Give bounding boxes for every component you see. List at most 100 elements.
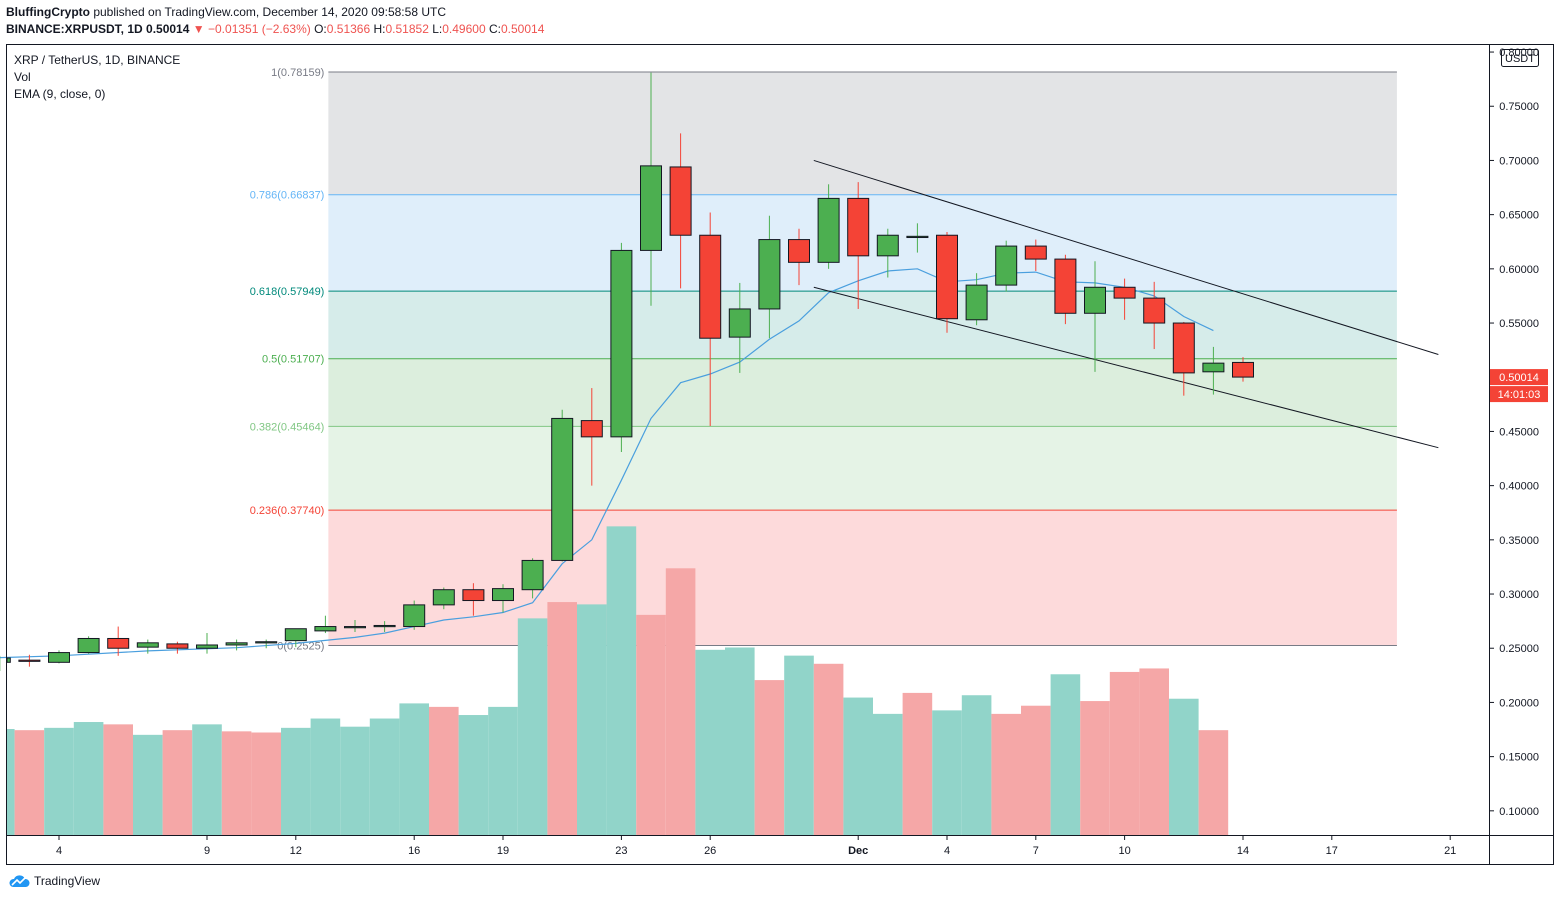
candle [1202, 346, 1225, 395]
candle-body [344, 626, 366, 629]
candle [1143, 281, 1166, 350]
volume-bar [902, 692, 933, 835]
time-tick-label: 16 [408, 845, 420, 857]
trend-line [813, 159, 1439, 355]
symbol-ohlc-line: BINANCE:XRPUSDT, 1D 0.50014 ▼ −0.01351 (… [6, 22, 544, 36]
candle [107, 626, 130, 656]
candle [995, 240, 1018, 292]
time-tick-label: 10 [1118, 845, 1130, 857]
candle [817, 184, 840, 269]
candle [1113, 278, 1136, 320]
volume-bar [103, 724, 133, 835]
candle [403, 600, 426, 630]
candle [225, 639, 248, 651]
volume-bar [725, 647, 755, 835]
fib-level-label: 0.5(0.51707) [262, 354, 324, 366]
candle [77, 636, 100, 654]
volume-bar [369, 718, 400, 835]
tradingview-logo[interactable]: TradingView [8, 874, 100, 888]
volume-bar [1139, 668, 1169, 835]
candle [1172, 321, 1195, 396]
candle-body [492, 588, 514, 602]
volume-bar [961, 695, 992, 835]
candle-body [255, 641, 278, 644]
candle [758, 215, 781, 339]
legend-ema[interactable]: EMA (9, close, 0) [14, 87, 106, 101]
candle-body [284, 628, 307, 642]
fib-retracement[interactable]: 1(0.78159) 0.786(0.66837) 0.618(0.57949) 0.… [250, 67, 1397, 653]
candle-body [1084, 286, 1106, 314]
volume-bar [577, 604, 607, 835]
candle [18, 654, 41, 667]
candle-body [1202, 362, 1225, 373]
candle [48, 650, 70, 664]
candle [640, 72, 662, 306]
fib-level-label: 0.786(0.66837) [250, 190, 325, 202]
volume-bar [991, 713, 1021, 835]
fib-level-label: 0.618(0.57949) [250, 286, 325, 298]
candle [1054, 254, 1077, 325]
time-tick-label: 4 [56, 845, 62, 857]
price-tick-label: 0.35000 [1499, 535, 1539, 547]
volume-bar [340, 726, 370, 835]
close-label: C: [488, 22, 501, 36]
candle [136, 639, 159, 654]
countdown-badge-label: 14:01:03 [1498, 389, 1541, 401]
price-change: −0.01351 (−2.63%) [208, 22, 311, 36]
candle-body [788, 239, 810, 263]
symbol-line: BINANCE:XRPUSDT, 1D [6, 22, 143, 36]
candle-body [580, 420, 603, 438]
candle [728, 282, 751, 373]
price-tick-label: 0.25000 [1499, 643, 1539, 655]
candle [255, 639, 278, 649]
volume-bar [1109, 671, 1140, 835]
volume-bar [636, 614, 666, 835]
price-tick-label: 0.15000 [1499, 752, 1539, 764]
legend-title[interactable]: XRP / TetherUS, 1D, BINANCE [14, 53, 181, 67]
low-value: 0.49600 [442, 22, 486, 36]
candle [580, 388, 603, 486]
candle-body [166, 643, 189, 649]
trend-line [813, 286, 1439, 449]
price-tick-label: 0.40000 [1499, 481, 1539, 493]
volume-bar [813, 663, 844, 835]
candle [906, 223, 929, 253]
price-tick-label: 0.30000 [1499, 589, 1539, 601]
time-axis[interactable]: 4 9 12 16 19 23 26 Dec 4 7 10 14 17 21 [56, 835, 1456, 857]
author-name[interactable]: BluffingCrypto [6, 5, 90, 19]
candle [1084, 261, 1106, 372]
volume-bar [73, 722, 104, 835]
fib-zone [328, 510, 1397, 646]
fib-level-label: 1(0.78159) [271, 67, 324, 79]
time-tick-label: 19 [497, 845, 509, 857]
currency-box [1501, 49, 1539, 67]
last-price-badge-label: 0.50014 [1499, 372, 1539, 384]
candles[interactable] [0, 72, 1254, 671]
trend-channel[interactable] [813, 159, 1439, 449]
time-tick-label: Dec [848, 845, 868, 857]
candle-body [6, 657, 11, 663]
candle-body [906, 235, 929, 239]
candle-body [48, 652, 70, 663]
price-tick-label: 0.60000 [1499, 264, 1539, 276]
volume-bar [843, 697, 873, 835]
candle [551, 409, 574, 562]
candle [462, 583, 485, 616]
last-price-badge [1490, 369, 1548, 386]
volume-bar [44, 727, 74, 835]
price-tick-label: 0.75000 [1499, 101, 1539, 113]
time-tick-label: 14 [1237, 845, 1249, 857]
candle [314, 615, 337, 634]
candle-body [18, 659, 41, 662]
volume-bar [606, 526, 637, 835]
candle [788, 228, 810, 286]
price-tick-label: 0.65000 [1499, 210, 1539, 222]
volume-bar [251, 732, 281, 835]
open-label: O: [314, 22, 327, 36]
candle-body [1172, 322, 1195, 374]
candle-body [225, 642, 248, 646]
legend-vol[interactable]: Vol [14, 70, 31, 84]
time-tick-label: 7 [1033, 845, 1039, 857]
